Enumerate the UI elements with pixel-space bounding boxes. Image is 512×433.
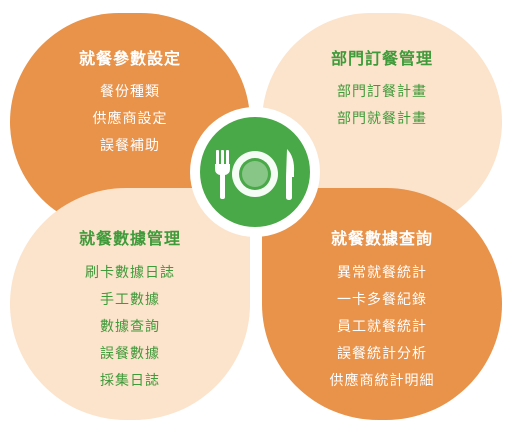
list-item: 供應商設定: [92, 111, 168, 127]
petal-meal-data-management: 就餐數據管理 刷卡數據日誌 手工數據 數據查詢 誤餐數據 採集日誌: [10, 188, 250, 420]
item-list: 刷卡數據日誌 手工數據 數據查詢 誤餐數據 採集日誌: [10, 260, 250, 395]
petal-meal-data-query: 就餐數據查詢 異常就餐統計 一卡多餐紀錄 員工就餐統計 誤餐統計分析 供應商統計…: [262, 188, 502, 420]
petal-title: 就餐數據管理: [78, 229, 181, 248]
item-list: 餐份種類 供應商設定 誤餐補助: [10, 79, 250, 160]
petal-title: 就餐數據查詢: [330, 229, 433, 248]
center-badge: [200, 117, 310, 227]
list-item: 一卡多餐紀錄: [337, 292, 427, 308]
list-item: 供應商統計明細: [329, 373, 435, 389]
list-item: 採集日誌: [100, 373, 160, 389]
list-item: 誤餐數據: [100, 346, 160, 362]
list-item: 誤餐補助: [100, 138, 160, 154]
list-item: 數據查詢: [100, 319, 160, 335]
list-item: 員工就餐統計: [337, 319, 427, 335]
list-item: 部門訂餐計畫: [337, 84, 427, 100]
fork-plate-knife-icon: [215, 149, 295, 200]
list-item: 刷卡數據日誌: [85, 265, 175, 281]
item-list: 部門訂餐計畫 部門就餐計畫: [262, 79, 502, 133]
list-item: 餐份種類: [100, 84, 160, 100]
petal-title: 部門訂餐管理: [330, 49, 433, 68]
list-item: 部門就餐計畫: [337, 111, 427, 127]
list-item: 手工數據: [100, 292, 160, 308]
list-item: 誤餐統計分析: [337, 346, 427, 362]
petal-title: 就餐參數設定: [78, 49, 181, 68]
item-list: 異常就餐統計 一卡多餐紀錄 員工就餐統計 誤餐統計分析 供應商統計明細: [262, 260, 502, 395]
list-item: 異常就餐統計: [337, 265, 427, 281]
